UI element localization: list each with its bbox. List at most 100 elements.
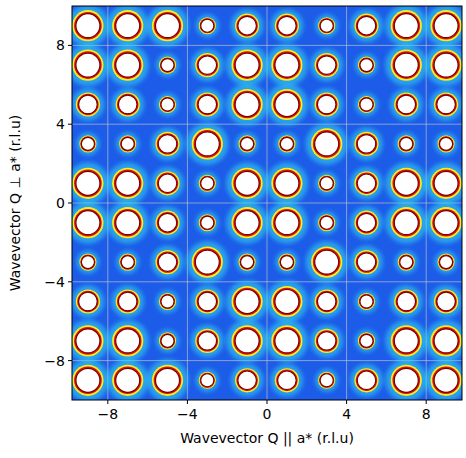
peak-ring [152, 365, 183, 396]
peak-ring [394, 289, 418, 313]
peak-edge [114, 367, 142, 395]
peak-halo [355, 54, 378, 77]
peak-ring [155, 171, 179, 195]
peak-ring [430, 365, 461, 396]
peak [266, 44, 308, 86]
peak-core [400, 256, 413, 269]
peak-ring [239, 254, 256, 271]
peak-core [158, 135, 177, 154]
peak-edge [74, 209, 102, 237]
peak-core [278, 371, 297, 390]
peak-halo [107, 320, 149, 362]
peak-halo [271, 364, 304, 397]
peak-halo [72, 202, 109, 244]
peak-ring [275, 368, 299, 392]
peak-core [357, 174, 376, 193]
peak-ring [315, 289, 339, 313]
peak-ring [112, 365, 143, 396]
peak-halo [196, 14, 219, 37]
y-tick [68, 281, 72, 282]
peak-ring [398, 254, 415, 271]
peak-halo [76, 132, 99, 155]
peak-ring [72, 207, 103, 238]
peak-ring [199, 17, 216, 34]
peak-ring [278, 254, 295, 271]
peak-halo [310, 88, 343, 121]
peak [350, 9, 383, 42]
peak-halo [385, 44, 427, 86]
peak-halo [107, 359, 149, 400]
peak-edge [194, 248, 222, 276]
peak-core [434, 329, 458, 353]
peak-core [116, 14, 140, 38]
peak-core [437, 292, 456, 311]
peak-core [360, 295, 373, 308]
peak-halo [226, 320, 268, 362]
peak-halo [196, 172, 219, 195]
peak-halo [72, 44, 109, 86]
peak [226, 162, 268, 204]
peak-ring [72, 10, 103, 41]
peak-ring [192, 128, 223, 159]
peak [435, 132, 458, 155]
peak-edge [74, 12, 102, 40]
peak-edge [399, 136, 414, 151]
peak [72, 359, 109, 400]
peak [355, 93, 378, 116]
plot-frame [72, 6, 462, 400]
y-tick [68, 45, 72, 46]
peak-halo [147, 6, 189, 47]
peak [147, 359, 189, 400]
peak-edge [200, 176, 215, 191]
peak [355, 290, 378, 313]
chart: −8−4048−8−4048Wavevector Q || a* (r.l.u)… [0, 0, 466, 458]
peak [111, 285, 144, 318]
peak-edge [316, 94, 337, 115]
peak [72, 88, 104, 121]
peak-core [434, 53, 458, 77]
peak-core [440, 137, 453, 150]
peak-core [400, 137, 413, 150]
peak-edge [114, 51, 142, 79]
peak [186, 123, 228, 165]
peak-halo [385, 359, 427, 400]
peak [156, 290, 179, 313]
peak-halo [191, 88, 224, 121]
peak-halo [156, 290, 179, 313]
peak-ring [116, 289, 140, 313]
y-tick-label: 0 [56, 195, 65, 211]
peak-core [156, 368, 180, 392]
peak [156, 54, 179, 77]
peak-edge [439, 255, 454, 270]
peak [116, 251, 139, 274]
peak-ring [271, 168, 302, 199]
peak-core [434, 14, 458, 38]
peak-halo [266, 44, 308, 86]
peak [107, 320, 149, 362]
peak-ring [199, 372, 216, 389]
peak-halo [107, 6, 149, 47]
peak [266, 320, 308, 362]
y-tick-label: 4 [56, 116, 65, 132]
peak-halo [151, 206, 184, 239]
peak [236, 132, 259, 155]
peak-core [201, 177, 214, 190]
peak-halo [196, 369, 219, 392]
peak-core [317, 56, 336, 75]
peak-ring [72, 168, 103, 199]
peak-core [434, 171, 458, 195]
peak-halo [151, 167, 184, 200]
peak-halo [315, 172, 338, 195]
peak-halo [226, 84, 268, 126]
plot-background [72, 6, 462, 400]
peak-halo [226, 202, 268, 244]
peak-halo [236, 132, 259, 155]
peak [226, 320, 268, 362]
y-tick [68, 124, 72, 125]
peak-ring [354, 132, 378, 156]
peak-core [320, 177, 333, 190]
peak-core [198, 292, 217, 311]
peak-core [357, 213, 376, 232]
peak-ring [199, 214, 216, 231]
x-tick [107, 400, 108, 404]
